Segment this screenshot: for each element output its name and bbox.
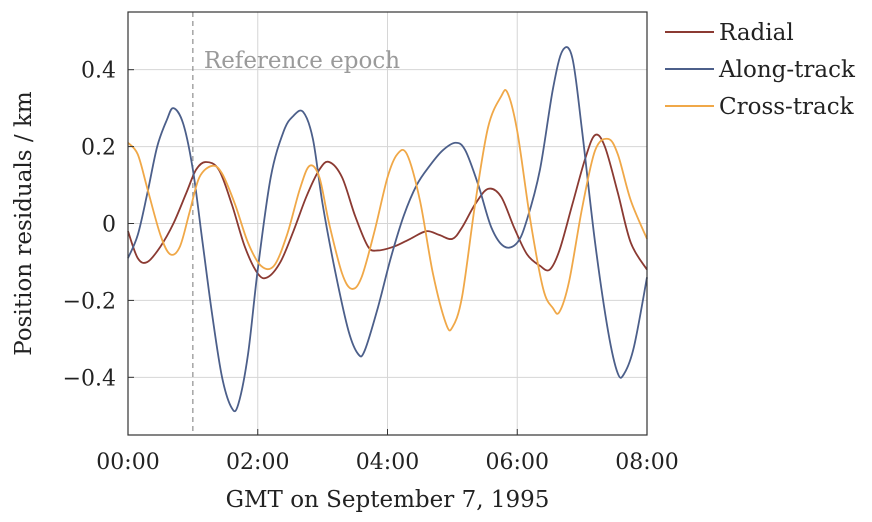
- reference-epoch-annotation: Reference epoch: [192, 12, 400, 435]
- y-axis-title: Position residuals / km: [11, 91, 37, 356]
- legend-label-cross-track: Cross-track: [719, 94, 855, 120]
- x-tick-label: 08:00: [615, 450, 678, 475]
- x-tick-label: 02:00: [226, 450, 289, 475]
- reference-epoch-label: Reference epoch: [204, 48, 400, 74]
- legend-label-along-track: Along-track: [718, 57, 856, 83]
- y-tick-label: 0: [102, 213, 116, 238]
- legend-label-radial: Radial: [719, 20, 794, 46]
- y-tick-label: 0.4: [81, 59, 116, 84]
- series-line-along-track: [127, 46, 648, 413]
- x-tick-label: 06:00: [486, 450, 549, 475]
- x-axis-title: GMT on September 7, 1995: [226, 487, 550, 513]
- x-tick-label: 04:00: [356, 450, 419, 475]
- series-layer: [127, 46, 648, 413]
- series-line-radial: [127, 133, 648, 280]
- y-tick-label: −0.4: [63, 366, 116, 391]
- y-tick-label: −0.2: [63, 289, 116, 314]
- grid: [127, 12, 648, 435]
- x-tick-label: 00:00: [96, 450, 159, 475]
- y-tick-label: 0.2: [81, 136, 116, 161]
- legend: Radial Along-track Cross-track: [665, 20, 856, 120]
- ticks: 00:00 02:00 04:00 06:00 08:00 0.4 0.2 0 −0.2 −0.4: [63, 59, 679, 475]
- series-line-cross-track: [127, 89, 648, 332]
